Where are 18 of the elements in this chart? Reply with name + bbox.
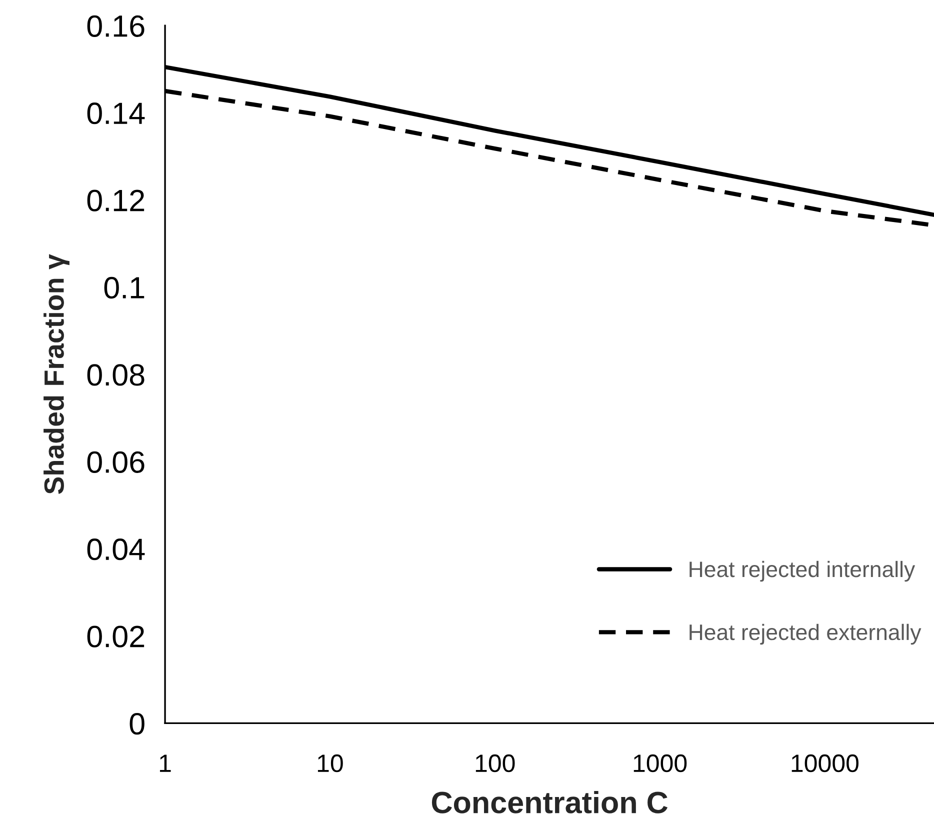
y-tick-label: 0.08 — [87, 364, 144, 386]
y-tick-label: 0.04 — [87, 538, 145, 560]
x-tick-label: 1000 — [634, 754, 687, 772]
x-tick-label: 10 — [318, 754, 343, 772]
y-axis-title: Shaded Fraction γ — [44, 254, 70, 494]
x-tick-label: 10000 — [792, 754, 858, 772]
y-tick-label: 0.06 — [87, 451, 144, 473]
y-tick-label: 0.16 — [87, 15, 144, 37]
y-tick-label: 0.1 — [104, 276, 144, 299]
x-tick-label: 1 — [160, 754, 171, 772]
x-axis-title: Concentration C — [432, 790, 668, 814]
y-tick-label: 0.02 — [87, 626, 144, 648]
legend-label: Heat rejected externally — [690, 624, 922, 645]
legend-label: Heat rejected internally — [690, 560, 916, 582]
y-tick-label: 0.12 — [87, 190, 144, 212]
y-tick-label: 0 — [130, 712, 144, 735]
y-tick-label: 0.14 — [87, 102, 145, 124]
x-tick-label: 100 — [476, 754, 515, 772]
